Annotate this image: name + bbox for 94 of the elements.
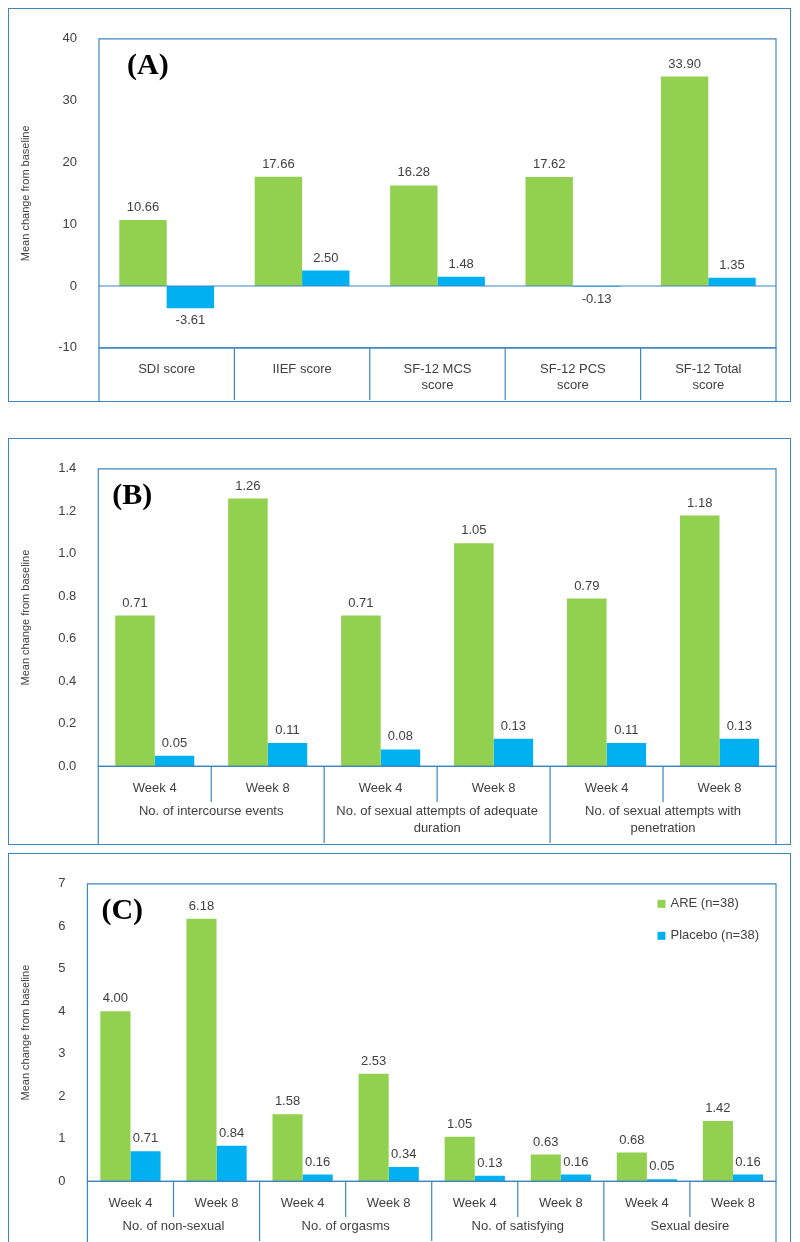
data-label: 1.05 [447,1115,473,1131]
y-tick-label: 1.2 [58,502,77,518]
y-tick-label: 3 [58,1045,66,1061]
data-label: 2.53 [360,1052,387,1068]
y-tick-label: 1 [58,1130,66,1146]
y-tick-label: 7 [58,875,66,891]
y-tick-label: 2 [58,1087,66,1103]
x-tick-label: Week 4 [108,1194,153,1210]
y-tick-label: -10 [58,339,77,355]
data-label: 17.66 [262,155,295,171]
data-label: 0.08 [387,728,414,744]
text: Sexual desire [650,1218,730,1234]
x-tick-label: Week 8 [711,1194,755,1210]
text: No. of intercourse events [138,803,284,819]
y-tick-label: 0 [58,1172,66,1188]
data-label: 0.13 [726,717,752,733]
y-tick-label: 0.2 [58,715,77,731]
y-tick-label: 10 [62,215,77,231]
data-label: 0.68 [619,1131,645,1147]
data-label: 0.05 [649,1158,675,1174]
legend-label: Placebo (n=38) [670,927,759,943]
data-label: 33.90 [668,55,701,71]
y-tick-label: 6 [58,917,66,933]
y-tick-label: 0.4 [58,672,77,688]
data-label: 0.34 [391,1146,417,1162]
data-label: 6.18 [188,897,215,913]
data-label: 1.48 [448,255,474,271]
data-label: 0.13 [500,717,527,733]
annotation: (C) [101,891,144,926]
x-tick-label: Week 8 [538,1194,583,1210]
y-tick-label: 0.6 [58,630,77,646]
annotation: (B) [112,476,153,511]
y-axis-title: Mean change from baseline [18,964,31,1101]
y-tick-label: 5 [58,960,66,976]
text: No. of orgasms [301,1218,391,1234]
text: No. of non-sexual [122,1218,225,1234]
x-tick-label: Week 4 [358,779,403,795]
y-tick-label: 0.0 [58,757,77,773]
data-label: -3.61 [175,312,206,328]
data-label: 0.16 [735,1153,761,1169]
y-axis-title: Mean change from baseline [18,549,31,686]
x-tick-label: Week 8 [366,1194,411,1210]
y-tick-label: 1.0 [58,545,77,561]
text: No. of sexual attempts of adequate duration [336,803,538,836]
data-label: 0.13 [477,1154,503,1170]
x-tick-label: Week 8 [697,779,742,795]
data-label: 0.71 [132,1130,159,1146]
text: No. of satisfying [471,1218,565,1234]
text: No. of sexual attempts with penetration [585,803,742,836]
data-label: 0.84 [218,1124,245,1140]
y-axis-title: Mean change from baseline [18,125,31,262]
data-label: 10.66 [126,199,160,215]
data-label: 4.00 [102,990,129,1006]
data-label: 1.26 [235,477,261,493]
x-tick-label: Week 8 [194,1194,239,1210]
x-tick-label: SF-12 PCS score [540,361,607,392]
data-label: 0.11 [275,722,300,738]
data-label: 0.71 [348,594,374,610]
x-tick-label: SDI score [138,361,196,377]
x-tick-label: Week 4 [584,779,629,795]
data-label: 0.71 [122,594,148,610]
x-tick-label: Week 4 [280,1194,325,1210]
y-tick-label: 30 [62,92,77,108]
data-label: 1.35 [719,256,745,272]
x-tick-label: Week 4 [624,1194,669,1210]
data-label: 0.05 [161,734,188,750]
x-tick-label: Week 8 [471,779,516,795]
data-label: 0.63 [533,1133,559,1149]
data-label: 0.16 [305,1153,331,1169]
legend-label: ARE (n=38) [670,895,739,911]
data-label: 16.28 [397,164,431,180]
annotation: (A) [126,46,169,81]
y-tick-label: 20 [62,153,77,169]
data-label: 1.05 [461,522,487,538]
data-label: 0.79 [574,577,600,593]
data-label: 1.58 [274,1093,301,1109]
y-tick-label: 1.4 [58,460,77,476]
data-label: 1.42 [705,1100,731,1116]
x-tick-label: SF-12 MCS score [403,361,472,392]
data-label: 1.18 [687,494,713,510]
x-tick-label: IIEF score [272,361,332,377]
data-label: 0.11 [614,722,639,738]
y-tick-label: 0 [69,277,77,293]
data-label: 17.62 [532,156,566,172]
y-tick-label: 0.8 [58,587,77,603]
x-tick-label: Week 8 [245,779,290,795]
data-label: 0.16 [563,1153,589,1169]
data-label: -0.13 [581,290,612,306]
x-tick-label: Week 4 [132,779,177,795]
data-label: 2.50 [313,249,339,265]
x-tick-label: SF-12 Total score [675,361,742,392]
y-tick-label: 4 [58,1002,66,1018]
x-tick-label: Week 4 [452,1194,497,1210]
y-tick-label: 40 [62,30,77,46]
